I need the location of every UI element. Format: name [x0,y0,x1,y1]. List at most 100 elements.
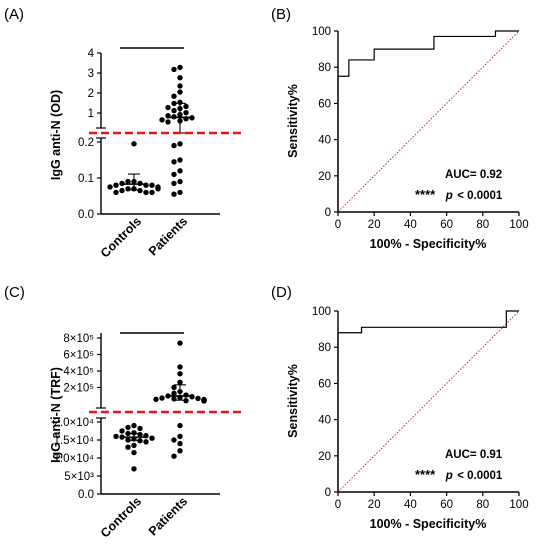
panel-c-data-point [143,439,149,445]
panel-c-data-point [131,430,137,436]
panel-a-data-point [171,66,177,73]
panel-a-y-tick-label: 0.0 [78,209,94,221]
panel-c-data-point [189,394,195,400]
panel-c-data-point [131,422,137,429]
panel-d-auc: AUC= 0.91 [445,449,503,461]
panel-a-data-point [177,157,183,163]
panel-d-y-tick-label: 20 [318,451,331,463]
panel-a-data-point [171,171,177,178]
panel-b-y-tick-label: 80 [318,62,331,74]
panel-d-p-rest: < 0.0001 [457,470,503,482]
panel-d-reference-diagonal [337,310,520,493]
panel-c-y-tick-label: 1.5×10⁴ [54,435,94,447]
panel-c-data-point [171,437,177,443]
panel-a-y-tick-label: 4 [88,48,95,60]
panel-b-y-tick-label: 40 [318,135,331,147]
panel-c-data-point [125,424,131,431]
panel-a-data-point [177,189,183,196]
panel-a-data-point [143,182,149,188]
panel-a-data-point [171,159,177,165]
panel-a-data-point [177,178,183,185]
panel-b-x-tick-label: 80 [476,219,489,231]
panel-c-data-point [171,453,177,459]
panel-d-stars: **** [415,467,436,482]
panel-b-roc: Sensitivity% 100% - Specificity% AUC= 0.… [286,26,529,251]
panel-a-data-point [143,189,149,196]
panel-c-x-tick-controls: Controls [98,494,144,540]
panel-c-data-point [171,384,177,391]
panel-a-y-tick-label: 3 [88,68,94,80]
panel-a-data-point [171,93,177,99]
panel-c-data-point [177,379,183,385]
panel-a-data-point [171,142,177,149]
panel-b-x-tick-label: 40 [404,219,417,231]
panel-a-data-point [155,186,161,192]
panel-a-data-point [177,89,183,95]
panel-c-y-tick-label: 2.0×10⁴ [54,417,94,429]
panel-d-p-italic: p [445,470,453,482]
panel-a-data-point [113,189,119,196]
panel-c-data-point [177,364,183,370]
panel-c-data-point [149,435,155,441]
panel-c-data-point [201,398,207,404]
panel-label-b: (B) [271,6,291,23]
panel-b-auc: AUC= 0.92 [445,169,502,181]
panel-b-p-italic: p [445,190,453,202]
panel-c-y-tick-label: 4×10⁵ [63,366,94,378]
panel-c-data-point [159,395,165,401]
panel-c-data-point [195,395,201,402]
panel-b-p-rest: < 0.0001 [457,190,503,202]
panel-d-y-tick-label: 60 [318,378,331,390]
panel-d-x-label: 100% - Specificity% [370,517,487,531]
panel-b-x-label: 100% - Specificity% [370,237,487,251]
panel-d-x-tick-label: 100 [509,499,528,511]
panel-c-y-tick-label: 6×10⁵ [63,350,94,362]
panel-a-data-point [171,180,177,187]
panel-b-reference-diagonal [337,30,520,213]
panel-c-data-point [171,390,177,397]
panel-a-data-point [177,64,183,71]
panel-c-y-tick-label: 8×10⁵ [63,333,94,345]
panel-c-data-point [153,396,159,403]
panel-a-x-tick-controls: Controls [98,214,144,260]
panel-d-x-tick-label: 60 [440,499,453,511]
panel-a-x-tick-patients: Patients [146,214,190,258]
panel-b-x-tick-label: 60 [440,219,453,231]
panel-d-roc-curve [337,310,519,492]
panel-a-data-point [171,107,177,114]
panel-label-a: (A) [4,6,24,23]
panel-c-y-tick-label: 0.0 [78,489,94,501]
panel-a-y-tick-label: 0.1 [78,173,94,185]
panel-b-x-tick-label: 0 [335,219,341,231]
panel-b-y-label: Sensitivity% [286,84,300,158]
panel-d-pvalue: **** p < 0.0001 [415,466,503,483]
panel-a-data-point [183,109,189,116]
panel-c-data-point [125,444,131,450]
panel-c-data-point [113,433,119,440]
panel-a-data-point [165,119,171,125]
panel-b-x-tick-label: 100 [509,219,528,231]
panel-c-y-label: IgG anti-N (TRF) [49,367,63,463]
panel-b-stars: **** [415,187,436,202]
panel-a-data-point [113,182,119,188]
panel-c-data-point [131,466,137,472]
panel-a-data-point [131,141,137,147]
panel-a-data-point [183,103,189,110]
panel-c-x-tick-patients: Patients [146,494,190,538]
panel-c-data-point [119,428,125,434]
panel-b-y-tick-label: 20 [318,171,331,183]
panel-d-x-tick-label: 20 [368,499,381,511]
panel-d-x-tick-label: 0 [335,499,341,511]
panel-c-data-point [137,425,143,432]
panel-b-x-tick-label: 20 [368,219,381,231]
panel-a-y-tick-label: 2 [88,88,94,100]
panel-a-data-point [177,83,183,89]
panel-label-c: (C) [4,284,25,301]
panel-c-y-tick-label: 5×10³ [64,471,94,483]
panel-c-data-point [177,440,183,447]
panel-d-roc: Sensitivity% 100% - Specificity% AUC= 0.… [286,306,529,531]
panel-c-y-tick-label: 2×10⁵ [63,383,94,395]
panel-d-x-tick-label: 40 [404,499,417,511]
panel-c-scatter: IgG anti-N (TRF) Controls Patients 0.0 5×… [49,332,244,540]
